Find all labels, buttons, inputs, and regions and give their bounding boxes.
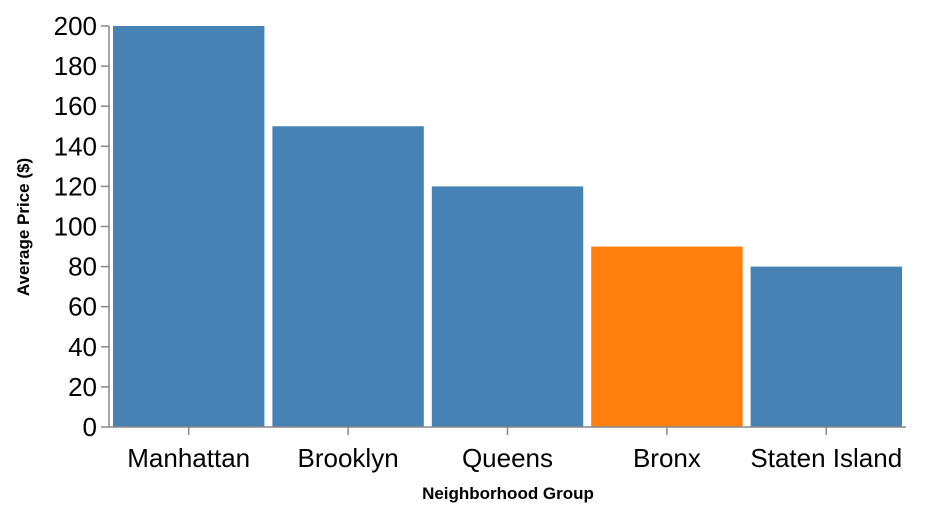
y-tick-label: 120	[54, 171, 97, 201]
y-tick-label: 160	[54, 91, 97, 121]
bar-bronx	[591, 246, 743, 427]
bar-manhattan	[113, 26, 265, 427]
x-tick-label: Bronx	[633, 443, 701, 473]
x-axis: Manhattan Brooklyn Queens Bronx Staten Islan…	[109, 426, 906, 473]
bar-staten-island	[750, 266, 902, 427]
y-tick-label: 80	[68, 252, 97, 282]
y-tick-label: 140	[54, 131, 97, 161]
y-tick-label: 0	[83, 412, 97, 442]
y-axis-title: Average Price ($)	[14, 158, 33, 296]
y-tick-label: 40	[68, 332, 97, 362]
y-axis: 0 20 40 60 80 100 120 140 160 180 200	[54, 11, 110, 442]
x-tick-label: Staten Island	[750, 443, 902, 473]
x-tick-label: Queens	[462, 443, 553, 473]
y-tick-label: 180	[54, 51, 97, 81]
y-tick-label: 200	[54, 11, 97, 41]
y-tick-label: 60	[68, 292, 97, 322]
x-axis-title: Neighborhood Group	[422, 484, 594, 503]
bars-group	[113, 26, 902, 427]
x-tick-label: Brooklyn	[298, 443, 399, 473]
y-tick-label: 20	[68, 372, 97, 402]
x-tick-label: Manhattan	[127, 443, 250, 473]
y-tick-label: 100	[54, 212, 97, 242]
bar-brooklyn	[272, 126, 424, 427]
bar-queens	[431, 186, 584, 427]
